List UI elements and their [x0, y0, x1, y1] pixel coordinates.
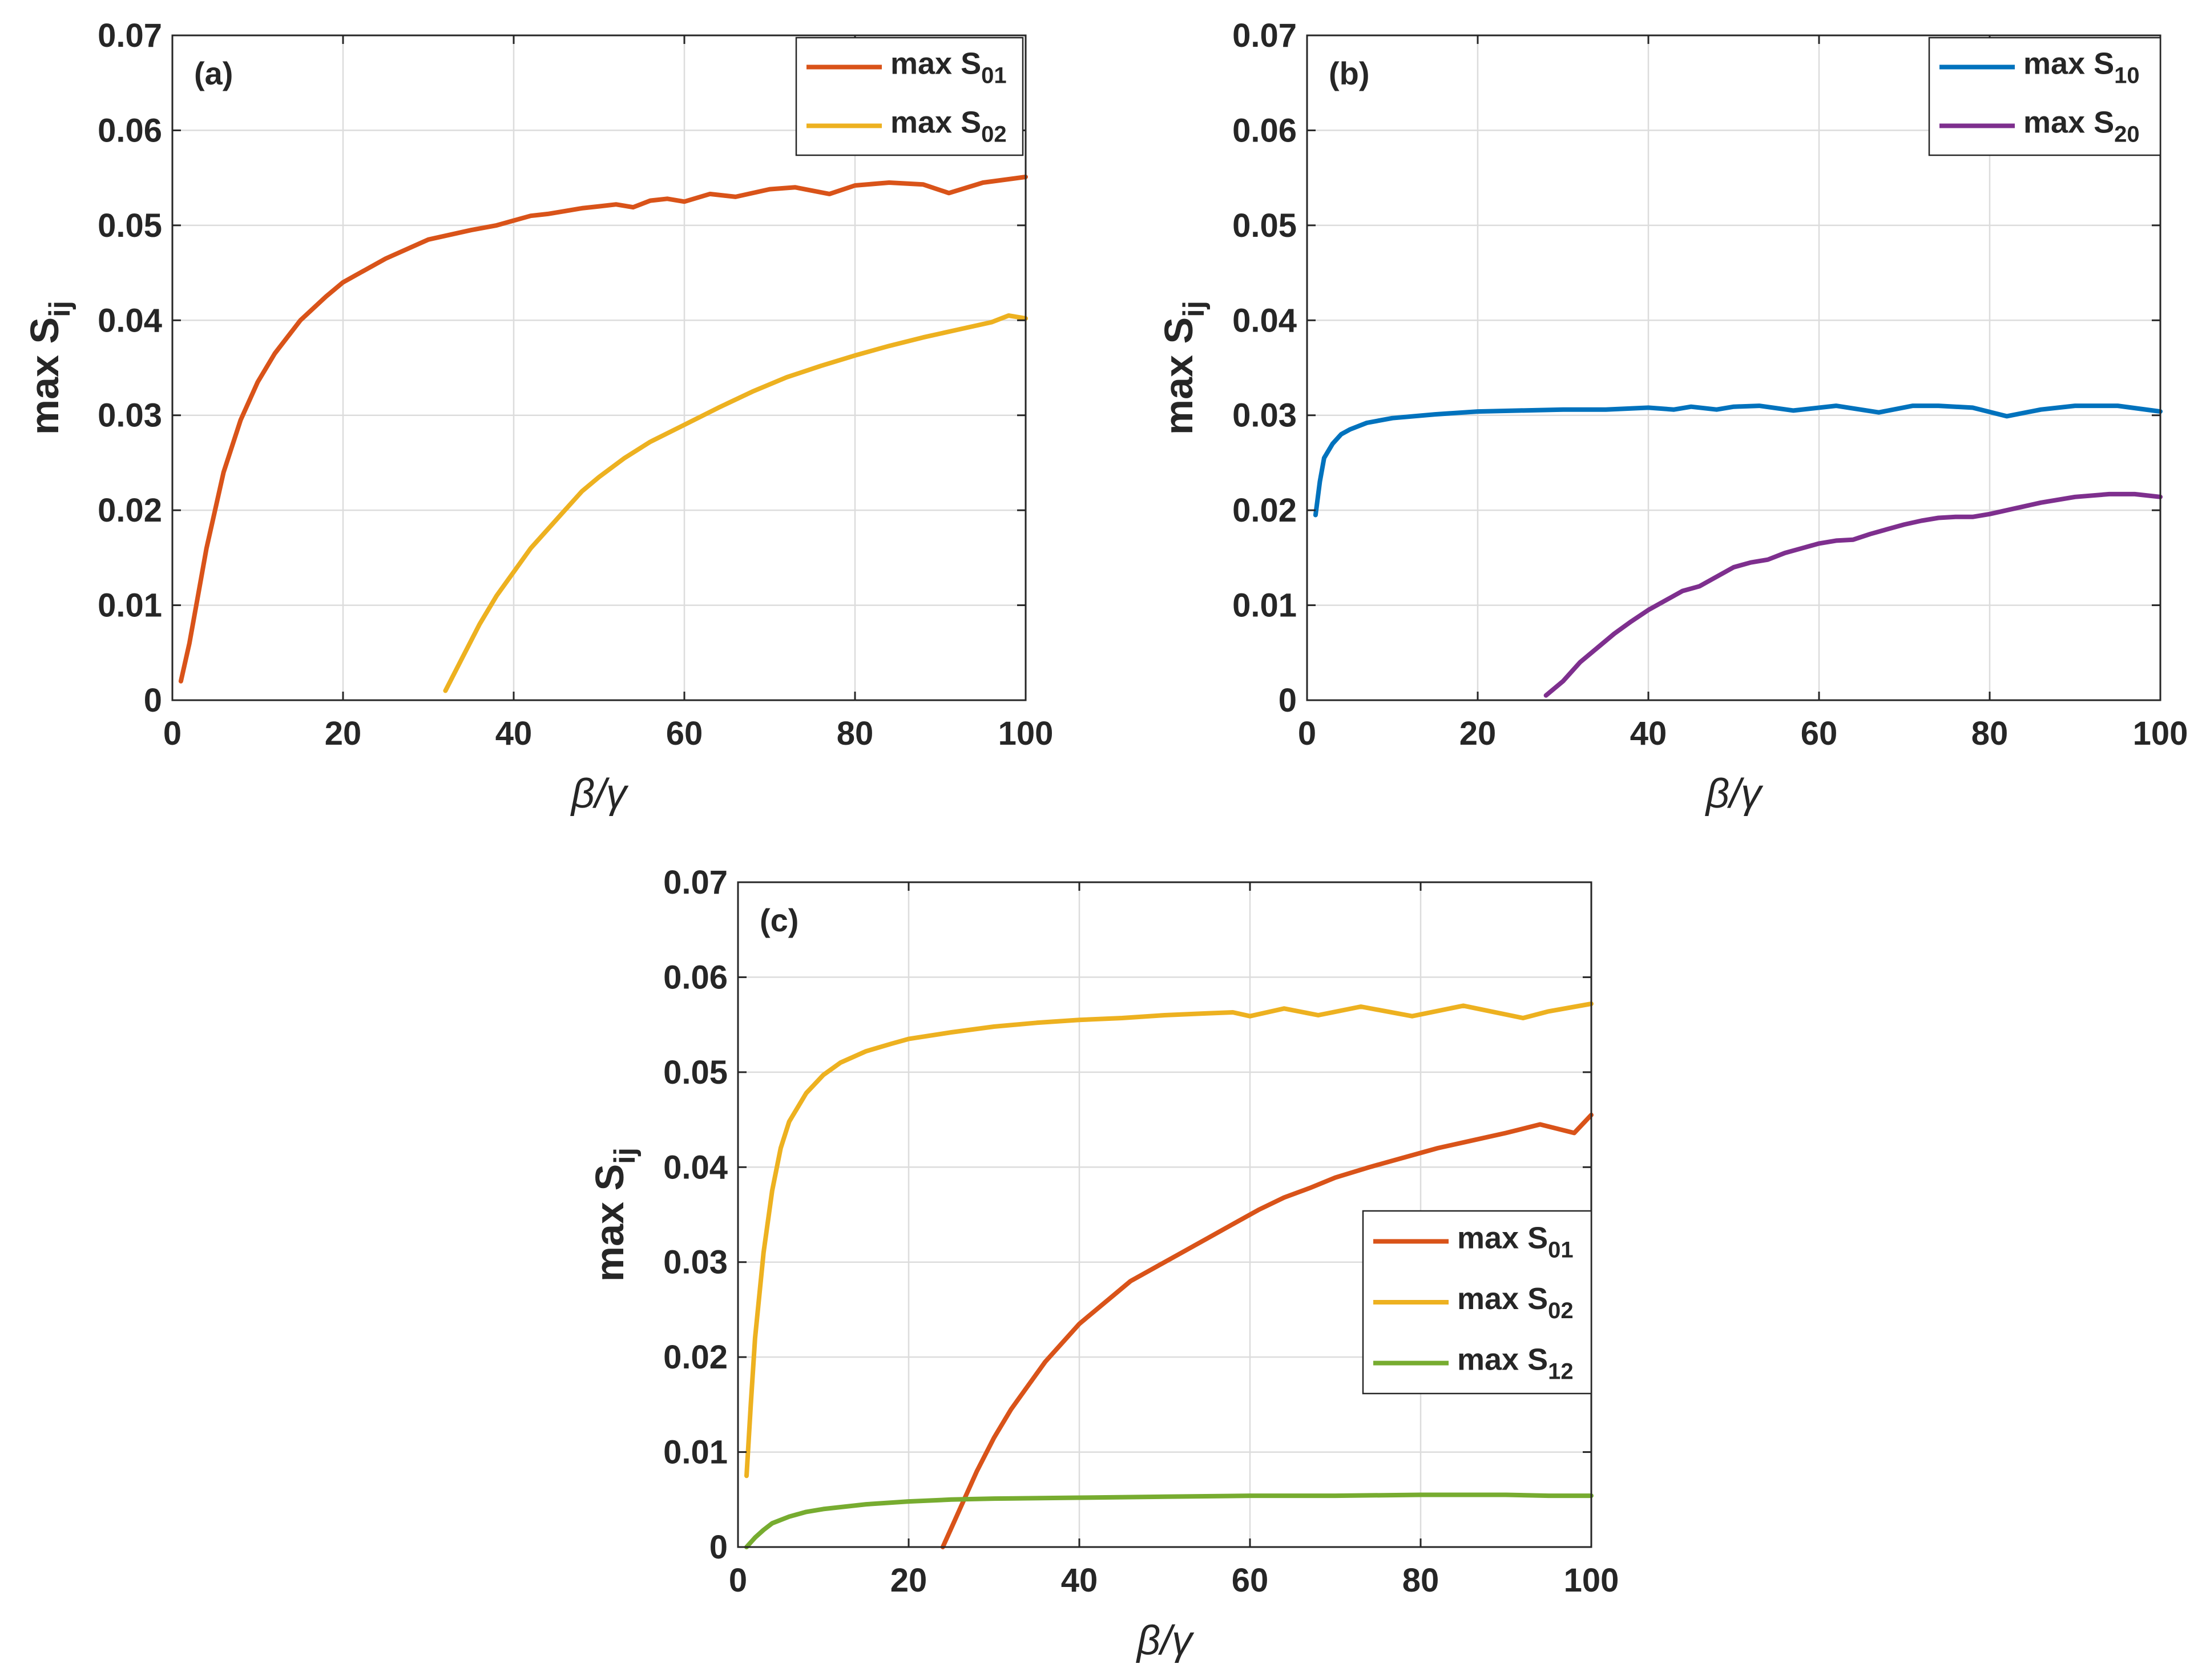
y-tick-label: 0.04 [98, 302, 162, 339]
y-axis-label: max Sij [22, 301, 76, 435]
legend-label-main: max S [2023, 106, 2114, 140]
x-tick-label: 80 [1971, 715, 2009, 752]
legend-label-sub: 02 [981, 122, 1007, 147]
legend-label-10: max S10 [2023, 47, 2140, 88]
legend-label-main: max S [890, 106, 981, 140]
series-line-12 [744, 1492, 1594, 1549]
y-tick-label: 0.01 [663, 1434, 728, 1471]
x-tick-label: 20 [890, 1562, 927, 1599]
y-tick-label: 0 [709, 1529, 728, 1566]
legend-box [795, 37, 1024, 156]
panel-c: 0 20 40 60 80 10000.010.020.030.040.050.060.0… [587, 864, 1619, 1663]
y-axis-label-main: max S [1156, 317, 1201, 435]
y-axis-label-sub: ij [43, 301, 76, 317]
y-tick-label: 0.01 [98, 587, 162, 624]
legend-label-main: max S [1457, 1343, 1548, 1377]
panel-label: (b) [1329, 55, 1370, 91]
x-tick-label: 20 [325, 715, 362, 752]
x-tick-label: 40 [1630, 715, 1667, 752]
x-tick-label: 0 [1298, 715, 1316, 752]
series-line-10 [1313, 403, 2163, 518]
panel-label: (c) [760, 902, 798, 938]
y-axis-label-sub: ij [608, 1148, 642, 1164]
legend-label-12: max S12 [1457, 1343, 1574, 1384]
y-tick-label: 0.07 [98, 17, 162, 54]
x-tick-label: 80 [837, 715, 874, 752]
y-axis-label-main: max S [587, 1164, 632, 1282]
series-line-02 [443, 313, 1028, 693]
legend-label-sub: 10 [2114, 63, 2140, 88]
legend-label-sub: 01 [981, 63, 1007, 88]
y-tick-label: 0 [144, 682, 162, 719]
legend-label-sub: 20 [2114, 122, 2140, 147]
legend-label-02: max S02 [890, 106, 1007, 147]
legend-box [1928, 37, 2161, 156]
y-tick-label: 0.06 [1232, 112, 1297, 149]
x-tick-label: 100 [2133, 715, 2188, 752]
y-axis-label: max Sij [587, 1148, 642, 1282]
x-axis-label: β/γ [570, 771, 629, 817]
x-tick-label: 20 [1459, 715, 1497, 752]
y-axis-label: max Sij [1156, 301, 1211, 435]
y-tick-label: 0.04 [1232, 302, 1297, 339]
x-tick-label: 100 [1564, 1562, 1619, 1599]
legend-label-main: max S [1457, 1221, 1548, 1255]
legend-label-main: max S [890, 47, 981, 81]
x-tick-label: 60 [666, 715, 703, 752]
y-tick-label: 0.06 [98, 112, 162, 149]
x-tick-label: 0 [163, 715, 182, 752]
x-tick-label: 0 [729, 1562, 747, 1599]
y-tick-label: 0.05 [1232, 207, 1297, 244]
axes-box [171, 34, 1027, 701]
y-tick-label: 0.03 [663, 1244, 728, 1281]
x-tick-label: 60 [1232, 1562, 1269, 1599]
y-tick-label: 0 [1279, 682, 1297, 719]
x-tick-label: 60 [1801, 715, 1838, 752]
y-tick-label: 0.03 [1232, 397, 1297, 434]
legend-label-main: max S [1457, 1282, 1548, 1316]
x-tick-label: 100 [998, 715, 1054, 752]
legend-label-sub: 02 [1548, 1298, 1574, 1323]
legend-label-main: max S [2023, 47, 2114, 81]
series-line-01 [178, 175, 1028, 684]
x-axis-label: β/γ [1136, 1618, 1195, 1663]
y-tick-label: 0.05 [98, 207, 162, 244]
legend-label-02: max S02 [1457, 1282, 1574, 1323]
panel-label: (a) [194, 55, 233, 91]
y-tick-label: 0.04 [663, 1149, 728, 1186]
legend-label-sub: 01 [1548, 1237, 1574, 1262]
y-tick-label: 0.01 [1232, 587, 1297, 624]
y-tick-label: 0.07 [663, 864, 728, 901]
x-axis-label: β/γ [1705, 771, 1764, 817]
y-tick-label: 0.07 [1232, 17, 1297, 54]
series-line-20 [1543, 491, 2163, 698]
panel-a: 0 20 40 60 80 10000.010.020.030.040.050.060.0… [22, 17, 1053, 817]
x-tick-label: 40 [495, 715, 533, 752]
legend-label-sub: 12 [1548, 1359, 1574, 1384]
y-tick-label: 0.05 [663, 1054, 728, 1091]
series-line-02 [744, 1001, 1594, 1479]
legend-label-01: max S01 [890, 47, 1007, 88]
legend-label-20: max S20 [2023, 106, 2140, 147]
y-tick-label: 0.02 [98, 492, 162, 529]
y-tick-label: 0.03 [98, 397, 162, 434]
y-axis-label-sub: ij [1177, 301, 1211, 317]
y-axis-label-main: max S [22, 317, 67, 435]
legend-label-01: max S01 [1457, 1221, 1574, 1262]
axes-box [1306, 34, 2161, 701]
series-line-01 [940, 1112, 1594, 1549]
panel-b: 0 20 40 60 80 100 0 0.01 0.02 0.03 0.04 0.05 0.06 0.0… [1156, 17, 2188, 817]
x-tick-label: 40 [1061, 1562, 1098, 1599]
x-tick-label: 80 [1402, 1562, 1439, 1599]
y-tick-label: 0.02 [1232, 492, 1297, 529]
y-tick-label: 0.02 [663, 1339, 728, 1376]
y-tick-label: 0.06 [663, 959, 728, 996]
